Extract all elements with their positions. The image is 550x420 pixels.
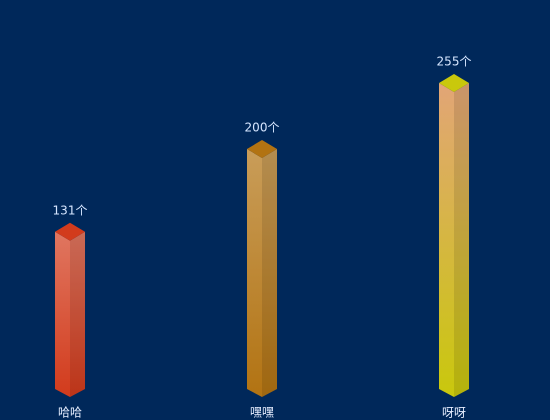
- x-tick-label: 嘿嘿: [250, 406, 274, 420]
- value-label: 131个: [53, 203, 88, 217]
- value-label: 255个: [437, 55, 472, 69]
- bar: [439, 74, 469, 397]
- bar-right-shade: [70, 231, 85, 397]
- bar-right-face: [262, 149, 277, 397]
- bar-right-shade: [454, 83, 469, 397]
- bar-cap: [439, 74, 469, 92]
- bar-left-face: [247, 149, 262, 397]
- bar-cap: [247, 140, 277, 158]
- bar-right-face: [70, 231, 85, 397]
- bar: [55, 222, 85, 397]
- bar-left-face: [439, 83, 454, 397]
- value-label: 200个: [245, 121, 280, 135]
- bar: [247, 140, 277, 397]
- x-tick-label: 哈哈: [58, 406, 82, 420]
- bar-cap: [55, 222, 85, 241]
- x-tick-label: 呀呀: [442, 406, 466, 420]
- bar-left-face: [55, 231, 70, 397]
- bar-right-shade: [262, 149, 277, 397]
- bar-right-face: [454, 83, 469, 397]
